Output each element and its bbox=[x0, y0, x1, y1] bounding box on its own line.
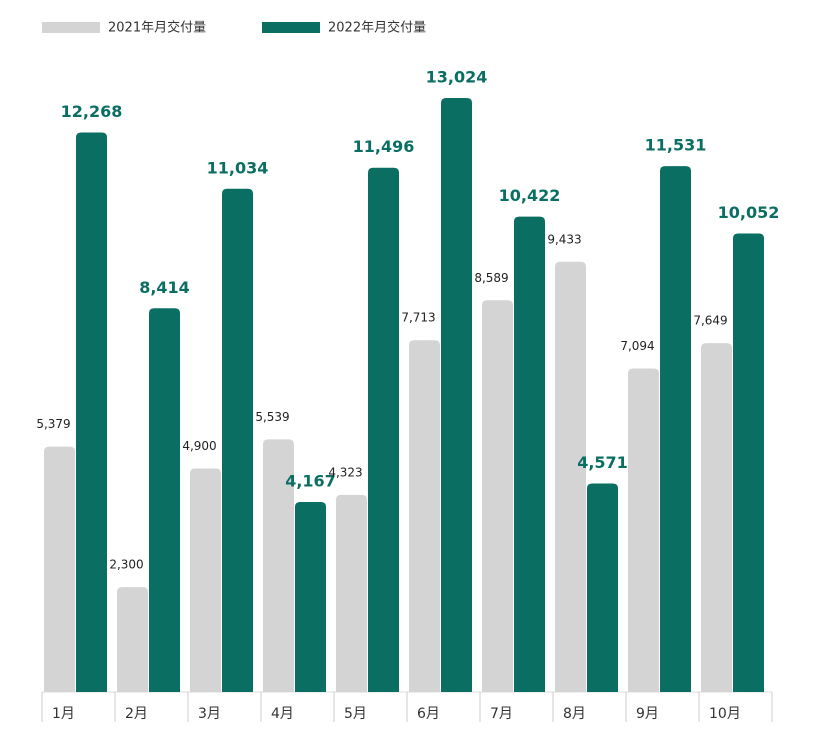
bar bbox=[482, 300, 513, 692]
bar bbox=[190, 468, 221, 692]
bar bbox=[733, 233, 764, 692]
data-label: 13,024 bbox=[426, 68, 488, 87]
data-label: 10,052 bbox=[718, 203, 780, 222]
legend-swatch-2021 bbox=[42, 22, 100, 33]
x-tick-label: 9月 bbox=[636, 706, 659, 722]
data-label: 11,531 bbox=[645, 136, 707, 155]
data-label: 9,433 bbox=[547, 232, 581, 246]
bar bbox=[149, 308, 180, 692]
bar bbox=[263, 439, 294, 692]
x-tick-label: 6月 bbox=[417, 706, 440, 722]
bar bbox=[409, 340, 440, 692]
data-label: 11,496 bbox=[353, 137, 415, 156]
bar bbox=[295, 501, 326, 692]
bar bbox=[660, 166, 691, 693]
bar bbox=[117, 587, 148, 692]
bar bbox=[76, 132, 107, 692]
data-label: 5,379 bbox=[36, 417, 70, 431]
data-label: 8,414 bbox=[139, 278, 190, 297]
x-tick-label: 7月 bbox=[490, 706, 513, 722]
legend-label: 2021年月交付量 bbox=[108, 20, 206, 36]
data-label: 7,094 bbox=[620, 339, 654, 353]
x-tick-label: 8月 bbox=[563, 706, 586, 722]
bar bbox=[701, 343, 732, 692]
x-tick-label: 3月 bbox=[198, 706, 221, 722]
data-label: 7,713 bbox=[401, 311, 435, 325]
legend-label: 2022年月交付量 bbox=[328, 20, 426, 36]
data-label: 8,589 bbox=[474, 271, 508, 285]
x-tick-label: 4月 bbox=[271, 706, 294, 722]
legend-swatch-2022 bbox=[262, 22, 320, 33]
bar bbox=[44, 446, 75, 692]
data-label: 12,268 bbox=[61, 102, 123, 121]
data-label: 4,571 bbox=[577, 453, 628, 472]
x-tick-label: 5月 bbox=[344, 706, 367, 722]
bar bbox=[555, 261, 586, 692]
x-tick-label: 10月 bbox=[709, 706, 741, 722]
data-label: 4,900 bbox=[182, 439, 216, 453]
data-label: 11,034 bbox=[207, 158, 269, 177]
data-label: 10,422 bbox=[499, 186, 561, 205]
data-label: 4,167 bbox=[285, 471, 336, 490]
x-tick-label: 2月 bbox=[125, 706, 148, 722]
data-label: 5,539 bbox=[255, 410, 289, 424]
bar bbox=[587, 483, 618, 692]
x-tick-label: 1月 bbox=[52, 706, 75, 722]
bar bbox=[441, 98, 472, 692]
bar bbox=[628, 368, 659, 692]
data-label: 2,300 bbox=[109, 558, 143, 572]
bar bbox=[514, 216, 545, 692]
data-label: 7,649 bbox=[693, 314, 727, 328]
data-label: 4,323 bbox=[328, 465, 362, 479]
bar bbox=[222, 188, 253, 692]
bar bbox=[336, 494, 367, 692]
bar bbox=[368, 167, 399, 692]
